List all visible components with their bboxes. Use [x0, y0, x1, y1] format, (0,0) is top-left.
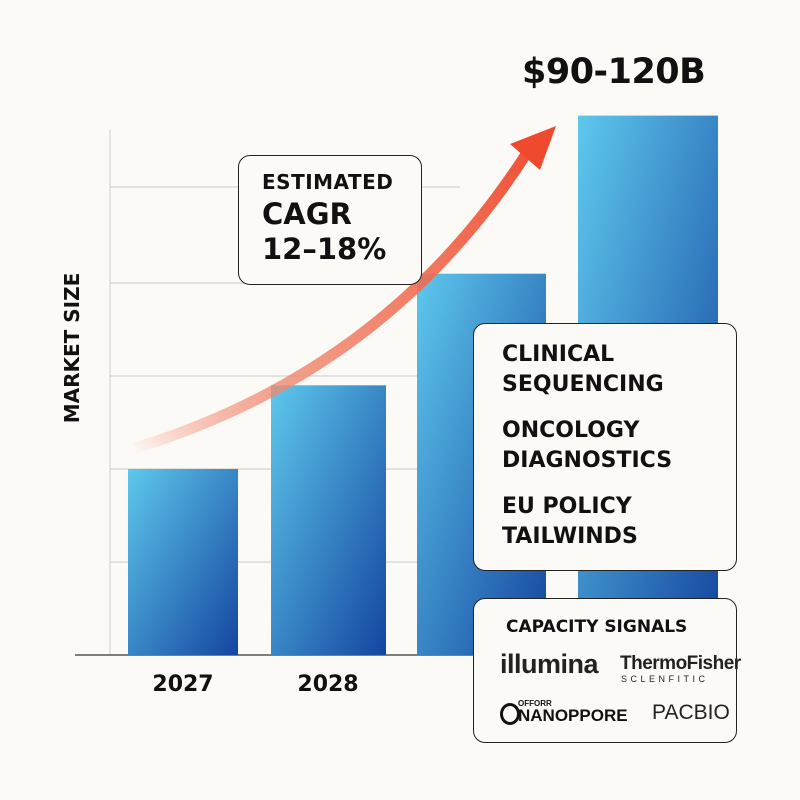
x-tick-label-2027: 2027	[152, 672, 214, 697]
capacity-signals-box: CAPACITY SIGNALS illumina ThermoFisher S…	[473, 598, 741, 743]
cagr-callout: ESTIMATED CAGR 12–18%	[238, 155, 422, 285]
trend-arrow	[133, 145, 535, 454]
driver-item: ONCOLOGY DIAGNOSTICS	[502, 418, 673, 473]
cagr-value: 12–18%	[262, 232, 387, 266]
pacbio-logo: PACBIO	[652, 701, 730, 724]
growth-drivers-box: CLINICAL SEQUENCING ONCOLOGY DIAGNOSTICS…	[473, 323, 737, 571]
nanopore-logo: NANOPPORE	[518, 706, 628, 725]
top-bar-value-label: $90-120B	[522, 52, 706, 92]
bar-2027	[128, 469, 238, 655]
cagr-label-estimated: ESTIMATED	[262, 170, 394, 194]
illumina-logo: illumina	[500, 649, 599, 679]
driver-item: CLINICAL SEQUENCING	[502, 342, 664, 397]
nanopore-logo-small-text: OFFORR	[518, 699, 552, 708]
trend-arrowhead	[510, 126, 556, 170]
bar-2028	[271, 385, 386, 655]
nanopore-ring-icon	[500, 703, 520, 725]
cagr-label: CAGR	[262, 197, 352, 231]
x-tick-label-2028: 2028	[297, 672, 359, 697]
capacity-signals-title: CAPACITY SIGNALS	[506, 617, 688, 637]
thermofisher-logo-subtitle: SCLENFITIC	[621, 674, 709, 684]
driver-item: EU POLICY TAILWINDS	[502, 494, 638, 549]
thermofisher-logo: ThermoFisher	[620, 653, 741, 674]
y-axis-label: MARKET SIZE	[60, 272, 84, 424]
